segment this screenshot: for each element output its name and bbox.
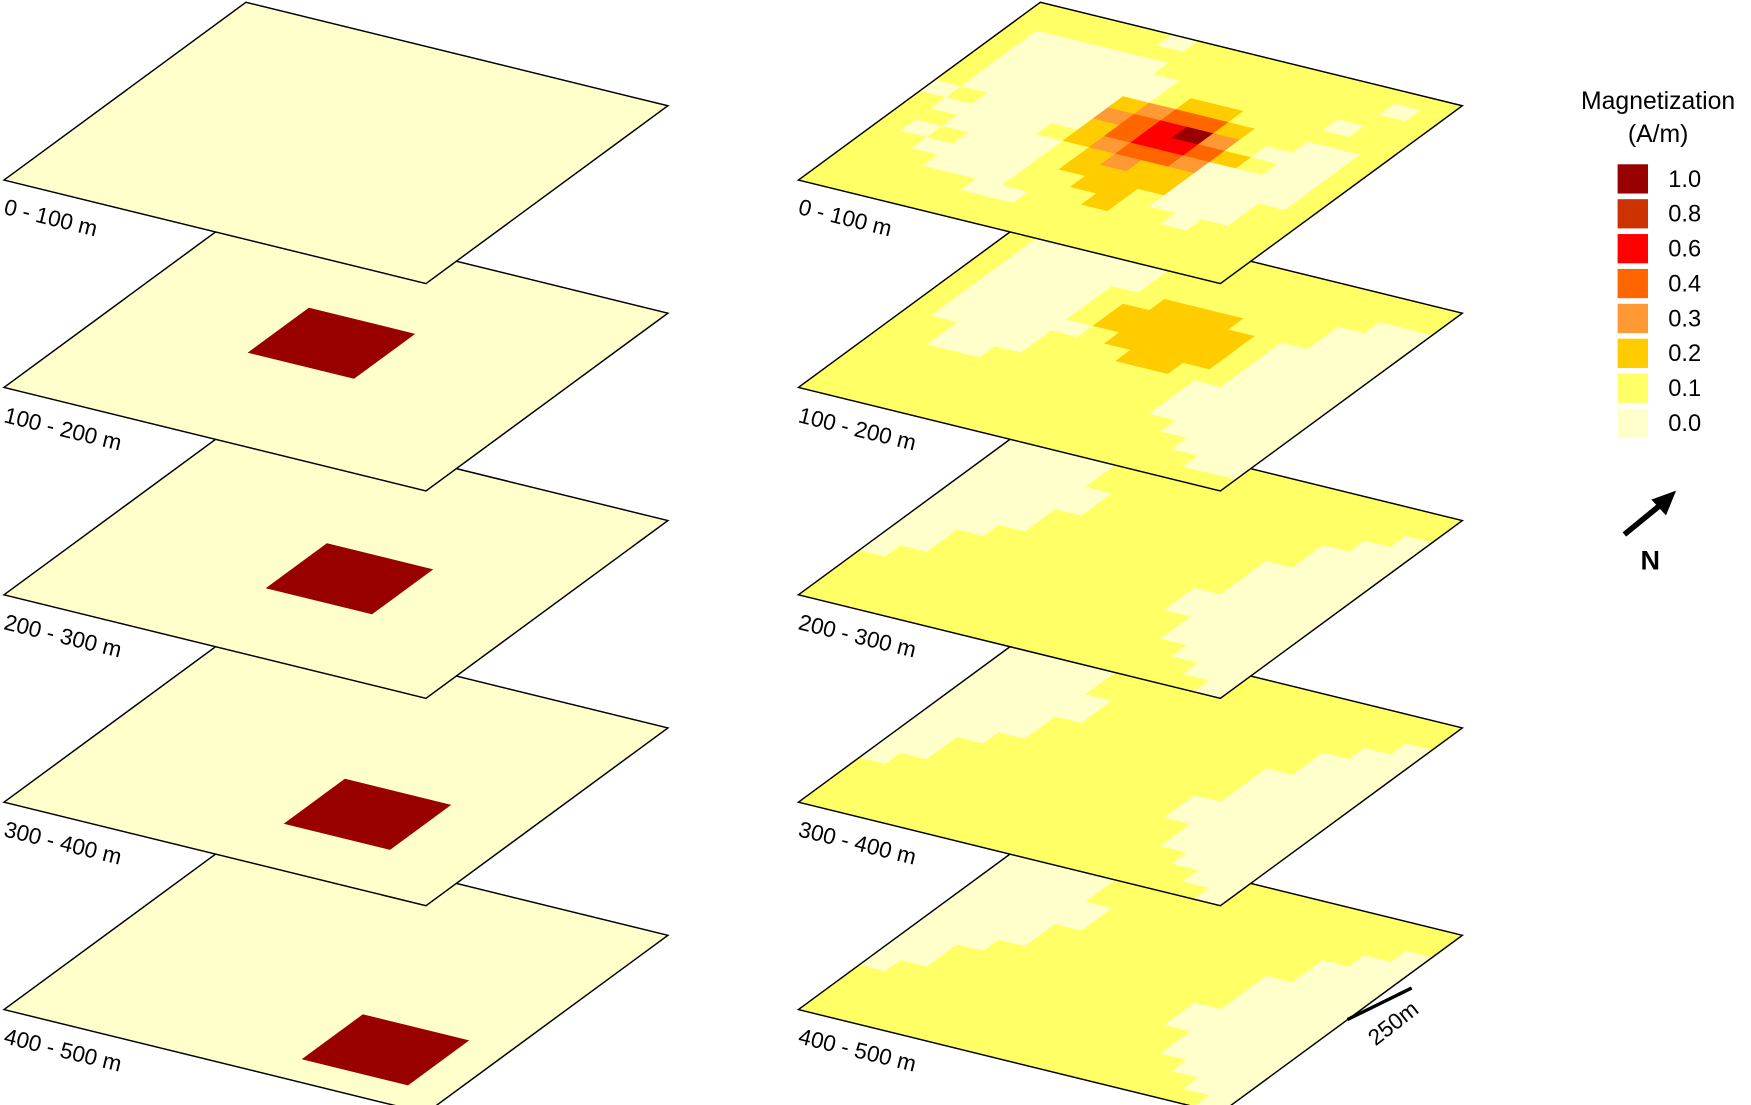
- legend-swatch: [1617, 338, 1648, 368]
- layer-outline: [796, 1, 1465, 285]
- scale-bar-label: 250m: [1363, 996, 1423, 1050]
- legend-swatch: [1617, 408, 1648, 438]
- legend-swatch: [1617, 373, 1648, 403]
- inverted-layer: [796, 1, 1465, 285]
- layer-outline: [796, 416, 1465, 700]
- layer-outline: [2, 1, 670, 285]
- legend-label: 0.8: [1668, 202, 1701, 228]
- legend-units: (A/m): [1628, 121, 1689, 148]
- legend-label: 0.2: [1668, 341, 1701, 367]
- north-label: N: [1640, 545, 1660, 575]
- magnetized-block: [265, 543, 434, 615]
- layer-background: [3, 1, 669, 284]
- legend-label: 0.1: [1668, 376, 1701, 402]
- model-layer: [2, 830, 670, 1105]
- legend-swatch: [1617, 303, 1648, 334]
- layer-outline: [796, 830, 1465, 1105]
- layer-outline: [796, 623, 1465, 907]
- magnetized-block: [247, 307, 416, 379]
- legend-swatch: [1617, 164, 1648, 194]
- magnetized-block: [301, 1014, 470, 1086]
- legend-label: 0.0: [1668, 411, 1701, 437]
- north-arrow: N: [1622, 490, 1677, 575]
- legend-label: 0.3: [1668, 306, 1701, 332]
- legend-swatch: [1617, 234, 1648, 264]
- north-arrowhead-icon: [1651, 490, 1677, 516]
- inverted-layer: [796, 208, 1465, 492]
- depth-label: 0 - 100 m: [796, 194, 894, 241]
- model-layer: [2, 1, 670, 285]
- layer-outline: [2, 208, 670, 492]
- true-model-panel: [2, 1, 670, 1105]
- model-layer: [2, 623, 670, 907]
- grid-cell: [1166, 1088, 1210, 1105]
- magnetized-block: [283, 778, 452, 850]
- legend-swatch: [1617, 199, 1648, 229]
- layer-outline: [796, 208, 1465, 492]
- model-layer: [2, 208, 670, 492]
- legend: Magnetization (A/m) 1.0 0.8 0.6 0.4 0.3 0.2 0.…: [1581, 88, 1735, 438]
- legend-swatch: [1617, 268, 1648, 299]
- inverted-layer: [796, 623, 1465, 907]
- scale-bar-line: [1346, 986, 1413, 1021]
- layer-outline: [2, 416, 670, 700]
- layer-outline: [2, 830, 670, 1105]
- depth-label: 0 - 100 m: [2, 194, 100, 241]
- legend-label: 0.4: [1668, 271, 1701, 297]
- layer-outline: [2, 623, 670, 907]
- north-arrow-icon: [1622, 501, 1664, 537]
- model-layer: [2, 416, 670, 700]
- inverted-model-panel: [796, 1, 1465, 1105]
- grid-cell: [1195, 1095, 1237, 1105]
- legend-title: Magnetization: [1581, 88, 1735, 115]
- legend-label: 1.0: [1668, 167, 1701, 193]
- legend-label: 0.6: [1668, 237, 1701, 263]
